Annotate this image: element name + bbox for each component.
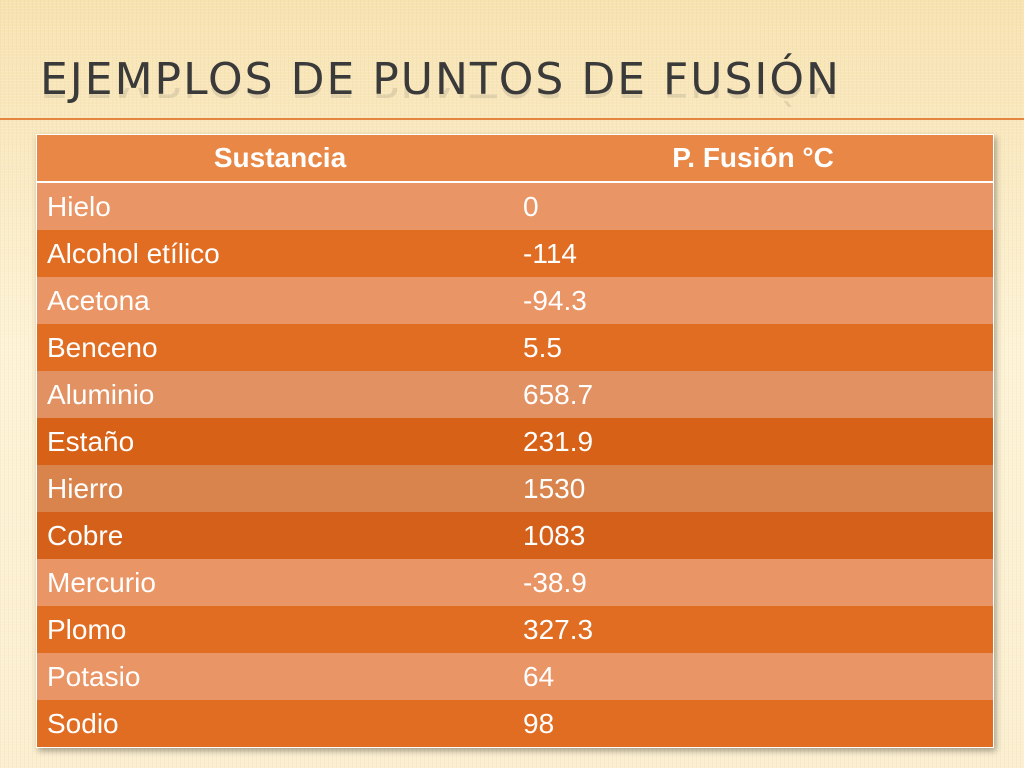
substance-cell: Potasio [37,653,513,700]
melting-point-cell: 231.9 [513,418,993,465]
table-row: Aluminio 658.7 [37,371,993,418]
substance-cell: Estaño [37,418,513,465]
melting-point-cell: -114 [513,230,993,277]
melting-point-cell: 658.7 [513,371,993,418]
melting-points-table: Sustancia P. Fusión °C Hielo 0 Alcohol e… [37,135,993,747]
substance-cell: Plomo [37,606,513,653]
substance-cell: Aluminio [37,371,513,418]
substance-cell: Acetona [37,277,513,324]
table-row: Sodio 98 [37,700,993,747]
melting-point-cell: -94.3 [513,277,993,324]
melting-point-cell: 1083 [513,512,993,559]
table-row: Benceno 5.5 [37,324,993,371]
table-row: Estaño 231.9 [37,418,993,465]
slide-title: EJEMPLOS DE PUNTOS DE FUSIÓN [40,54,841,105]
slide-title-reflection: EJEMPLOS DE PUNTOS DE FUSIÓN [40,88,841,108]
melting-point-cell: 64 [513,653,993,700]
substance-cell: Benceno [37,324,513,371]
table-row: Acetona -94.3 [37,277,993,324]
table-row: Cobre 1083 [37,512,993,559]
title-divider [0,118,1024,120]
melting-point-cell: 1530 [513,465,993,512]
melting-point-cell: 98 [513,700,993,747]
melting-point-cell: -38.9 [513,559,993,606]
table-row: Mercurio -38.9 [37,559,993,606]
melting-points-table-container: Sustancia P. Fusión °C Hielo 0 Alcohol e… [36,134,994,748]
melting-point-cell: 327.3 [513,606,993,653]
table-row: Alcohol etílico -114 [37,230,993,277]
substance-cell: Hierro [37,465,513,512]
substance-cell: Alcohol etílico [37,230,513,277]
table-row: Plomo 327.3 [37,606,993,653]
substance-cell: Hielo [37,182,513,230]
table-header-row: Sustancia P. Fusión °C [37,135,993,183]
header-substance: Sustancia [37,135,513,183]
melting-point-cell: 5.5 [513,324,993,371]
substance-cell: Mercurio [37,559,513,606]
table-row: Hielo 0 [37,182,993,230]
table-row: Hierro 1530 [37,465,993,512]
table-row: Potasio 64 [37,653,993,700]
substance-cell: Cobre [37,512,513,559]
header-melting-point: P. Fusión °C [513,135,993,183]
melting-point-cell: 0 [513,182,993,230]
substance-cell: Sodio [37,700,513,747]
